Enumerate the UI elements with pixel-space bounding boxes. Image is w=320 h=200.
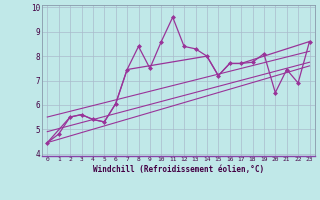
- X-axis label: Windchill (Refroidissement éolien,°C): Windchill (Refroidissement éolien,°C): [93, 165, 264, 174]
